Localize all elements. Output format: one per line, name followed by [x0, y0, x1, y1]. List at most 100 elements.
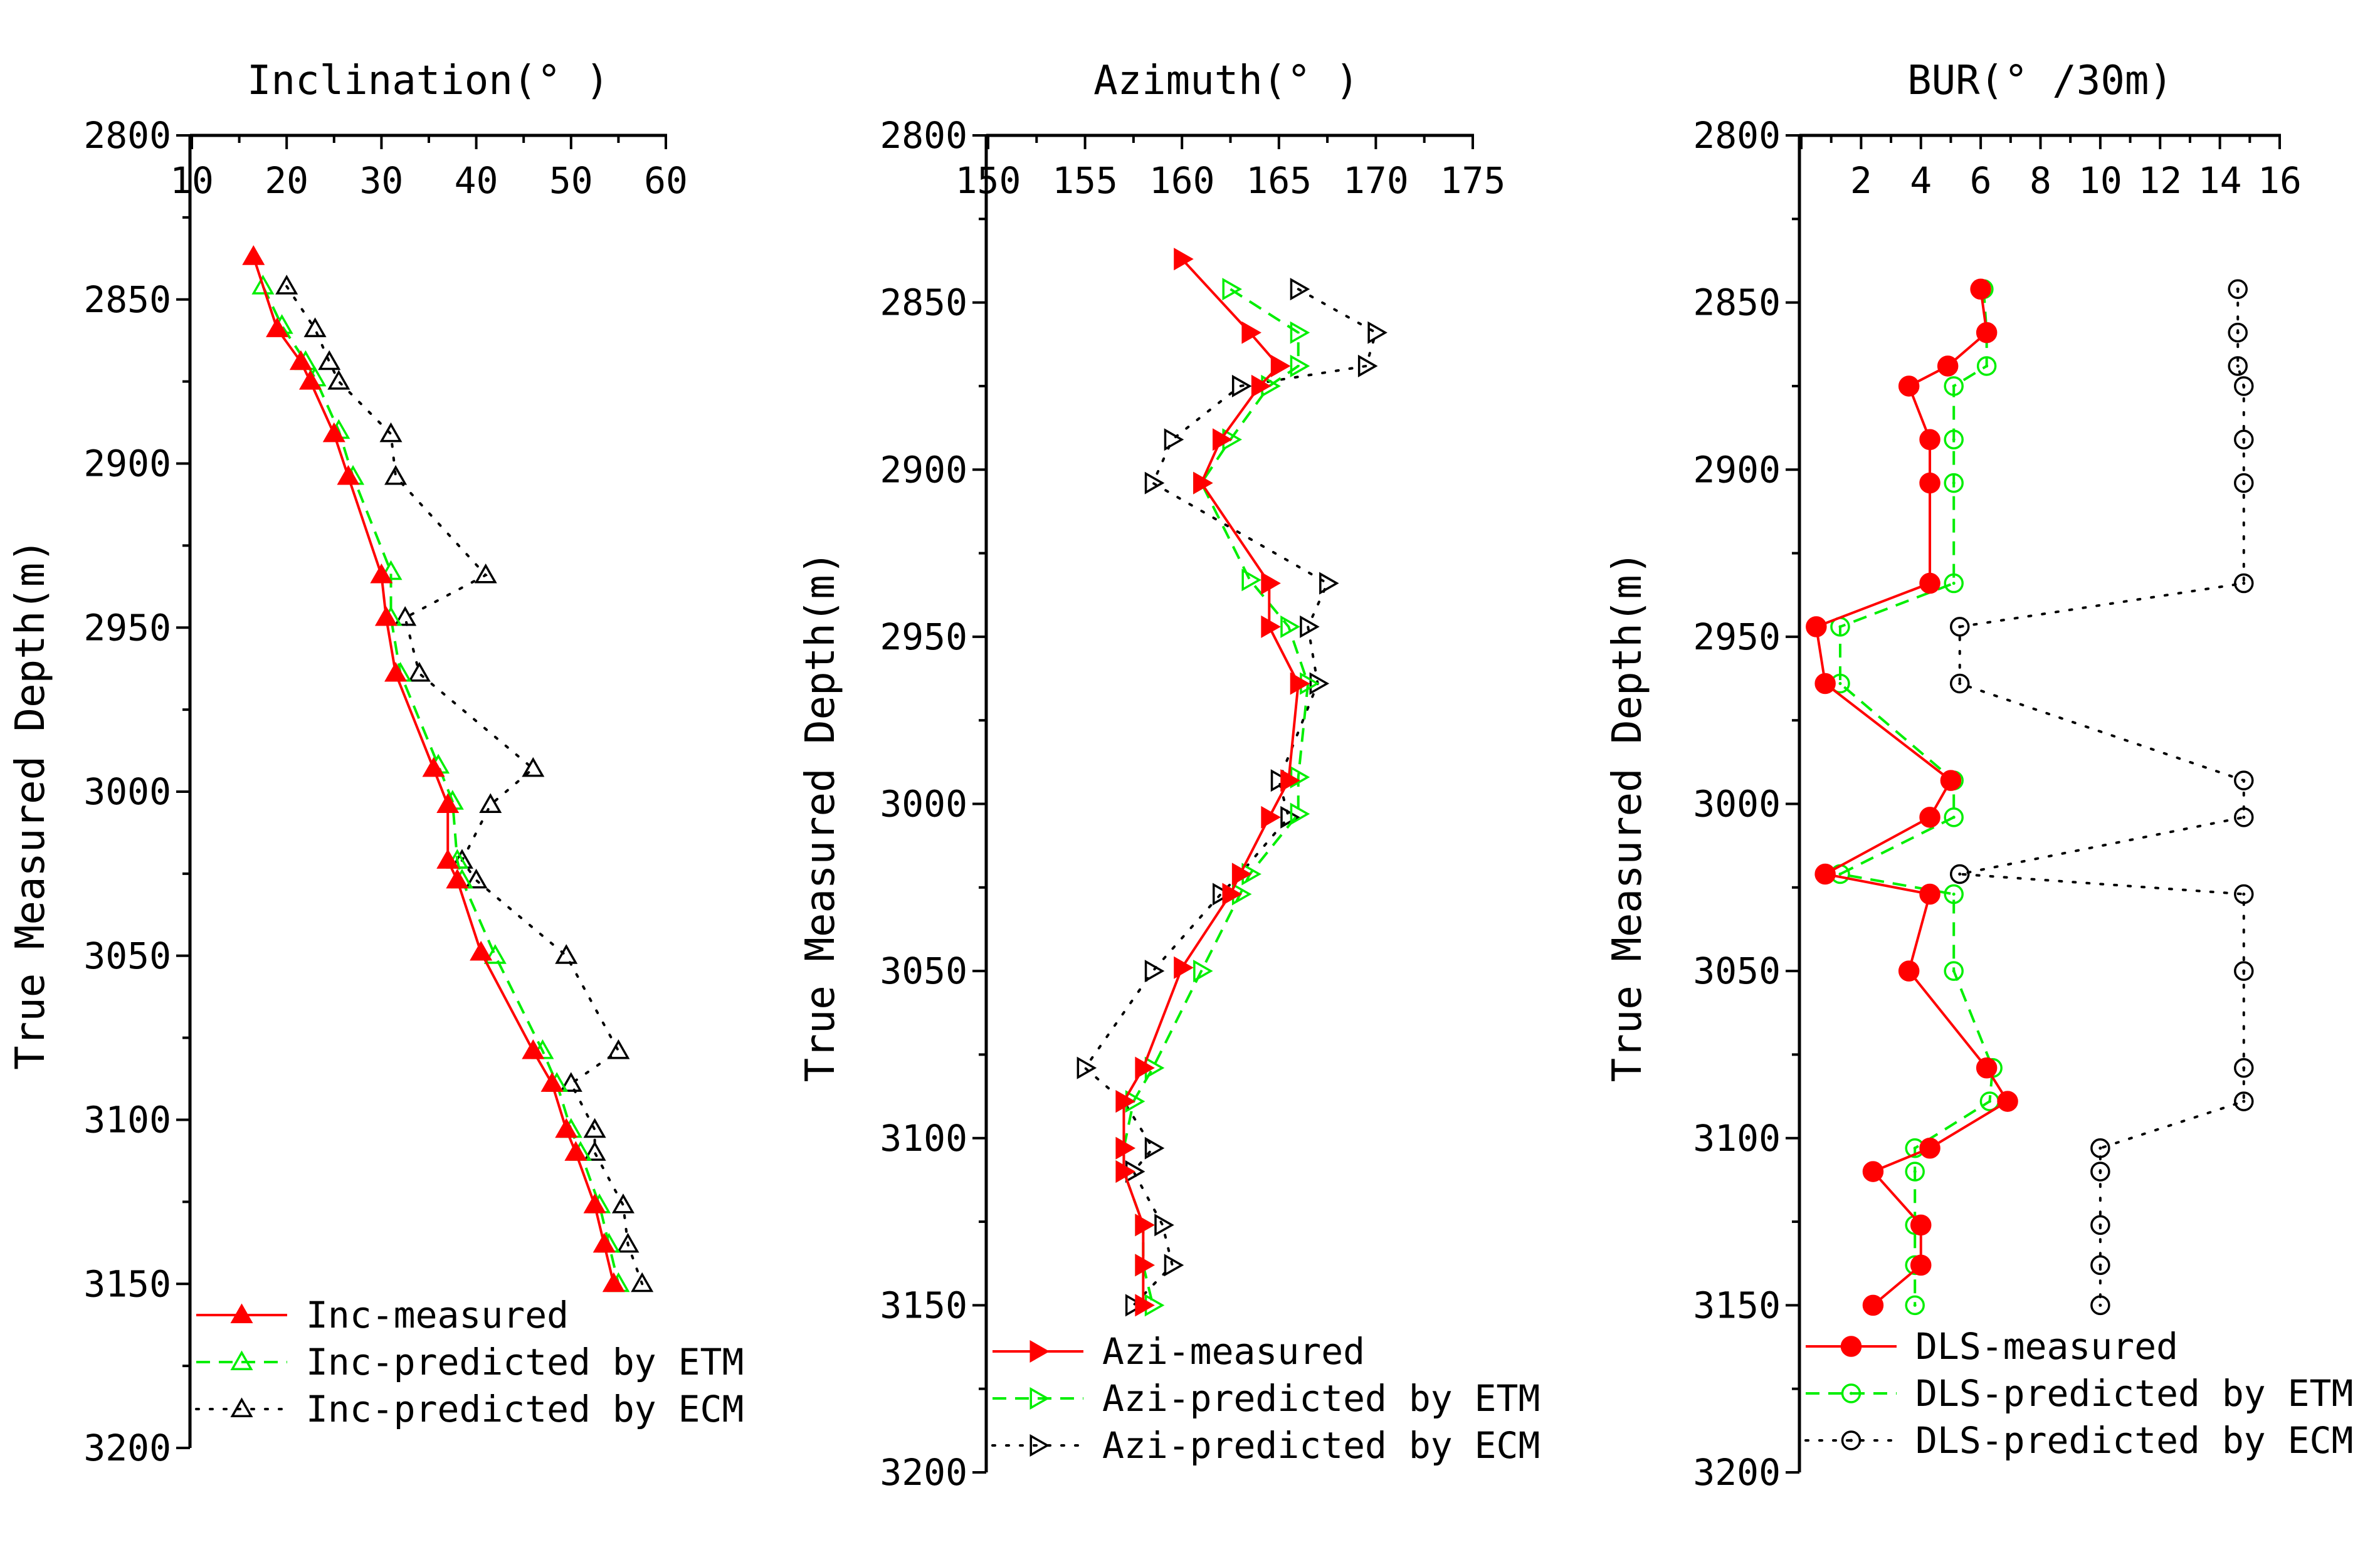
series-1	[1806, 278, 2018, 1316]
data-point	[318, 350, 341, 370]
data-point	[559, 1072, 582, 1092]
data-point	[1290, 672, 1310, 695]
data-point	[1280, 805, 1300, 829]
data-point	[1940, 770, 1962, 791]
x-tick-label: 150	[956, 159, 1021, 202]
data-point	[483, 944, 507, 964]
data-point-center	[2098, 1170, 2102, 1173]
legend-label: Inc-measured	[306, 1294, 569, 1336]
y-tick-label: 3050	[880, 950, 967, 992]
data-point	[1814, 673, 1836, 695]
data-point	[1270, 354, 1291, 377]
x-tick-label: 170	[1343, 159, 1409, 202]
data-point	[1357, 354, 1378, 377]
data-point	[1261, 615, 1281, 638]
y-axis-label: True Measured Depth(m)	[1604, 551, 1651, 1083]
data-point	[1919, 807, 1940, 828]
y-axis-label: True Measured Depth(m)	[8, 538, 54, 1070]
data-point	[1898, 375, 1920, 397]
data-point-center	[1985, 364, 1989, 368]
legend-label: DLS-measured	[1915, 1325, 2178, 1368]
data-point	[1905, 1295, 1925, 1316]
data-point	[1919, 429, 1940, 451]
x-tick-label: 175	[1440, 159, 1506, 202]
data-point-center	[2236, 287, 2240, 291]
panel-1: Inclination(° )True Measured Depth(m)10 2…	[8, 58, 744, 1469]
data-point-center	[1838, 682, 1842, 686]
legend-marker	[230, 1397, 253, 1417]
y-tick-label: 3200	[880, 1451, 967, 1494]
data-point-center	[1952, 384, 1956, 388]
data-point	[1944, 884, 1964, 904]
y-tick-label: 3150	[1693, 1284, 1781, 1326]
data-point	[555, 944, 578, 964]
data-point	[1976, 356, 1997, 376]
data-point	[2234, 770, 2254, 790]
x-tick-label: 60	[644, 159, 688, 202]
y-tick-label: 2850	[880, 281, 967, 324]
data-point	[379, 560, 403, 580]
data-point	[2234, 473, 2254, 493]
data-point	[1135, 1254, 1155, 1277]
data-point	[1949, 864, 1970, 884]
data-point	[1164, 1254, 1184, 1277]
x-tick-label: 30	[359, 159, 403, 202]
x-tick-label: 4	[1910, 159, 1932, 202]
series-line	[1083, 288, 1377, 1307]
data-point-center	[2098, 1223, 2102, 1227]
data-point	[1125, 1294, 1145, 1317]
data-point-center	[1952, 438, 1956, 441]
data-point	[1905, 1161, 1925, 1182]
data-point	[2090, 1161, 2110, 1182]
legend-label: Azi-predicted by ECM	[1102, 1424, 1540, 1467]
data-point	[1949, 617, 1970, 637]
data-point	[446, 868, 469, 889]
data-point	[1919, 883, 1940, 905]
x-tick-label: 50	[549, 159, 593, 202]
data-point	[2228, 356, 2248, 376]
y-tick-label: 2800	[1693, 114, 1781, 157]
series-line	[1814, 289, 2009, 1306]
data-point	[1280, 769, 1300, 792]
data-point	[1944, 429, 1964, 450]
data-point	[1241, 321, 1261, 344]
data-point	[422, 757, 445, 777]
data-point	[1862, 1161, 1884, 1182]
data-point-center	[2242, 438, 2246, 441]
data-point-center	[1913, 1170, 1917, 1173]
data-point	[436, 849, 460, 869]
data-point	[1270, 769, 1291, 792]
panel-3: BUR(° /30m) True Measured Depth(m) 2 4 6 8 10 1…	[1604, 58, 2353, 1494]
data-point-center	[1913, 1146, 1917, 1150]
x-tick-label: 165	[1246, 159, 1312, 202]
data-point-center	[2098, 1263, 2102, 1267]
panel-title: Inclination(° )	[247, 58, 609, 104]
data-point-center	[1958, 625, 1962, 629]
data-point	[2234, 884, 2254, 904]
data-point	[2234, 573, 2254, 594]
y-axis-label: True Measured Depth(m)	[798, 551, 844, 1083]
data-point	[2234, 1091, 2254, 1111]
data-point	[1174, 248, 1194, 271]
data-point-center	[1958, 872, 1962, 876]
data-point	[1367, 321, 1387, 344]
data-point	[1213, 883, 1233, 906]
data-point	[555, 1118, 578, 1138]
data-point-center	[2242, 582, 2246, 585]
data-point	[592, 1232, 616, 1253]
legend-marker-center	[1850, 1392, 1853, 1395]
data-point	[303, 317, 327, 337]
legend-marker	[1840, 1336, 1862, 1357]
legend-label: Inc-predicted by ETM	[306, 1341, 744, 1383]
data-point	[1290, 278, 1310, 301]
y-tick-label: 2800	[83, 114, 171, 157]
data-point-center	[1952, 815, 1956, 819]
y-tick-label: 3050	[1693, 950, 1781, 992]
data-point-center	[2242, 892, 2246, 896]
series-2	[1830, 279, 2003, 1316]
data-point	[479, 793, 502, 813]
data-point	[1290, 354, 1310, 377]
y-tick-label: 2850	[83, 278, 171, 321]
